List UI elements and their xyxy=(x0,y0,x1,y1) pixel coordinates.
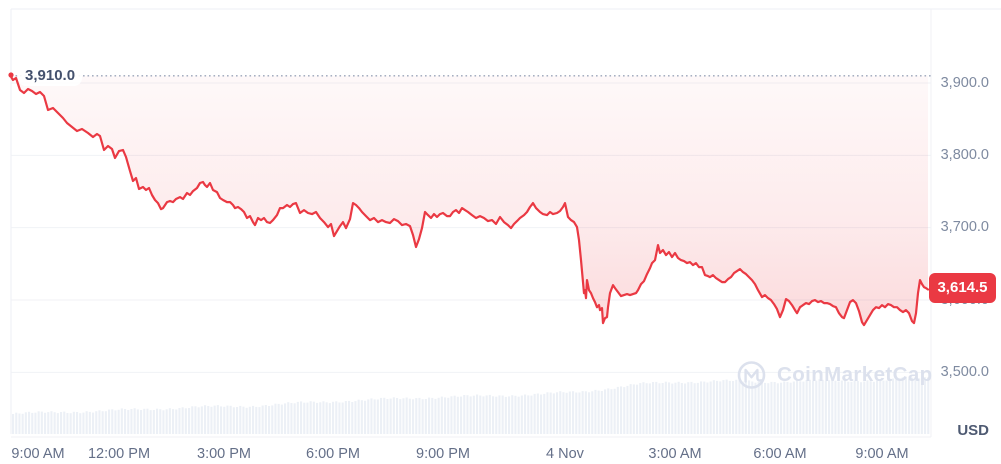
reference-price-label: 3,910.0 xyxy=(18,65,83,86)
x-axis-tick-label: 3:00 PM xyxy=(197,446,251,462)
x-axis-tick-label: 3:00 AM xyxy=(648,446,702,462)
x-axis-tick-label: 9:00 PM xyxy=(416,446,470,462)
x-axis-tick-label: 6:00 PM xyxy=(306,446,360,462)
currency-label: USD xyxy=(957,422,989,439)
current-price-badge: 3,614.5 xyxy=(929,273,996,303)
y-axis-tick-label: 3,800.0 xyxy=(940,146,989,163)
x-axis-tick-label: 9:00 AM xyxy=(11,446,65,462)
y-axis-tick-label: 3,700.0 xyxy=(940,219,989,236)
x-axis-tick-label: 6:00 AM xyxy=(753,446,807,462)
y-axis-tick-label: 3,500.0 xyxy=(940,363,989,380)
y-axis-tick-label: 3,900.0 xyxy=(940,74,989,91)
x-axis-tick-label: 4 Nov xyxy=(546,446,584,462)
watermark-label: CoinMarketCap xyxy=(777,363,933,386)
x-axis-tick-label: 12:00 PM xyxy=(87,446,151,462)
x-axis-tick-label: 9:00 AM xyxy=(855,446,909,462)
